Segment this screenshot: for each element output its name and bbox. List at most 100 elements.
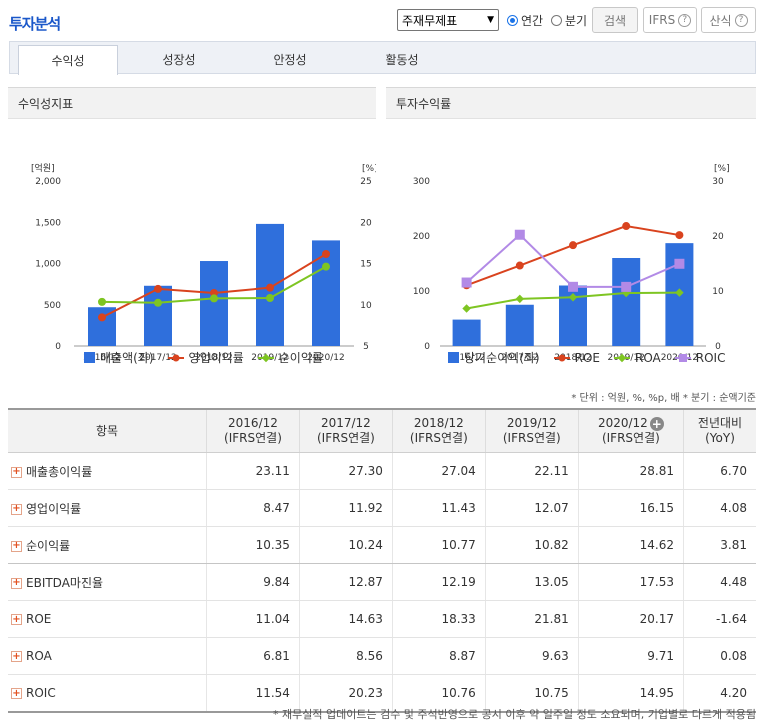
tab-stability[interactable]: 안정성 <box>273 53 307 67</box>
row-label-cell: + 순이익률 <box>8 526 207 564</box>
return-legend: 당기순이익(좌) ROE ROA ROIC <box>448 349 739 366</box>
expand-icon[interactable]: + <box>11 687 22 699</box>
data-point <box>569 241 577 250</box>
radio-annual-label: 연간 <box>521 14 544 28</box>
table-cell: 12.19 <box>391 563 486 601</box>
legend-item: 영업이익률 <box>167 349 244 366</box>
radio-quarter-label: 분기 <box>565 14 588 28</box>
yoy-cell: -1.64 <box>683 600 756 638</box>
legend-swatch <box>448 352 459 363</box>
y-tick-label: 200 <box>413 232 430 242</box>
add-column-icon[interactable]: + <box>649 416 664 431</box>
y2-tick-label: 20 <box>712 232 724 242</box>
return-panel: 투자수익률 [%] 300 200 100 0 30 20 10 0 2016/12 2017/12… <box>386 87 756 372</box>
bar <box>452 319 481 346</box>
data-point <box>675 288 684 297</box>
yoy-cell: 6.70 <box>683 452 756 490</box>
radio-annual[interactable]: 연간 <box>507 12 543 29</box>
tab-activity[interactable]: 활동성 <box>385 53 419 67</box>
expand-icon[interactable]: + <box>11 503 22 515</box>
expand-icon[interactable]: + <box>11 540 22 552</box>
row-label: 순이익률 <box>26 538 71 553</box>
ratio-table: 항목 2016/12 (IFRS연결) 2017/12 (IFRS연결) 2018/12… <box>8 408 756 713</box>
header-basis: (IFRS연결) <box>601 431 660 445</box>
search-button[interactable]: 검색 <box>592 7 638 33</box>
footnote: * 재무실적 업데이트는 검수 및 주석반영으로 공시 이후 약 일주일 정도 … <box>273 708 756 721</box>
data-point <box>622 222 631 231</box>
yoy-cell: 0.08 <box>683 637 756 675</box>
table-cell: 9.63 <box>484 637 579 675</box>
data-point <box>322 262 330 271</box>
header-yoy-sub: (YoY) <box>705 431 735 445</box>
yoy-cell: 4.08 <box>683 489 756 527</box>
y-tick-label: 0 <box>424 342 430 352</box>
table-header-row: 항목 2016/12 (IFRS연결) 2017/12 (IFRS연결) 2018/12… <box>8 408 756 453</box>
profitability-legend: 매출액(좌) 영업이익률 순이익률 <box>84 349 337 366</box>
y-tick-label: 500 <box>44 301 61 311</box>
statement-select[interactable]: 주재무제표 ▼ <box>397 9 499 31</box>
legend-swatch <box>84 352 95 363</box>
header-year: 2020/12 <box>597 416 648 430</box>
tab-bar <box>9 41 756 74</box>
header-basis: (IFRS연결) <box>502 431 561 445</box>
table-cell: 6.81 <box>206 637 300 675</box>
table-cell: 8.47 <box>206 489 300 527</box>
x-tick-label: 2016/12 <box>448 353 485 363</box>
header-basis: (IFRS연결) <box>316 431 375 445</box>
page-title: 투자분석 <box>9 15 61 33</box>
data-point <box>462 304 471 313</box>
y2-tick-label: 10 <box>712 287 724 297</box>
data-point <box>515 261 524 270</box>
return-panel-title: 투자수익률 <box>386 88 756 119</box>
table-cell: 11.43 <box>391 489 486 527</box>
tab-profitability[interactable]: 수익성 <box>18 45 118 75</box>
expand-icon[interactable]: + <box>11 650 22 662</box>
y-tick-label: 2,000 <box>35 177 61 187</box>
y2-tick-label: 20 <box>360 218 372 228</box>
legend-label: ROA <box>634 350 661 365</box>
header-year: 2017/12 <box>320 416 371 430</box>
chevron-down-icon: ▼ <box>487 15 494 25</box>
expand-icon[interactable]: + <box>11 577 22 589</box>
table-row: + ROE 11.04 14.63 18.33 21.81 20.17 -1.64 <box>8 600 756 638</box>
table-cell: 10.75 <box>484 674 579 713</box>
bar <box>612 258 641 346</box>
formula-button-label: 산식 <box>709 13 732 28</box>
tab-growth[interactable]: 성장성 <box>162 53 196 67</box>
profitability-chart: [억원] [%] 2,000 1,500 1,000 500 0 25 20 15 10 5 2016/… <box>31 162 378 363</box>
yoy-cell: 4.48 <box>683 563 756 601</box>
data-point <box>461 277 472 288</box>
formula-button[interactable]: 산식 ? <box>701 7 756 33</box>
y-tick-label: 100 <box>413 287 430 297</box>
table-row: + 영업이익률 8.47 11.92 11.43 12.07 16.15 4.08 <box>8 489 756 527</box>
table-row: + EBITDA마진율 9.84 12.87 12.19 13.05 17.53 4.48 <box>8 563 756 601</box>
y2-tick-label: 10 <box>360 301 372 311</box>
table-cell: 8.87 <box>391 637 486 675</box>
statement-select-value: 주재무제표 <box>402 13 458 28</box>
header-year: 2016/12 <box>228 416 278 430</box>
expand-icon[interactable]: + <box>11 466 22 478</box>
table-cell: 9.71 <box>577 637 684 675</box>
radio-quarter-dot[interactable] <box>551 15 562 26</box>
table-cell: 8.56 <box>298 637 393 675</box>
y2-tick-label: 25 <box>360 177 371 187</box>
y-tick-label: 0 <box>55 342 61 352</box>
table-row: + 매출총이익률 23.11 27.30 27.04 22.11 28.81 6.70 <box>8 452 756 490</box>
ifrs-button[interactable]: IFRS ? <box>643 7 697 33</box>
table-cell: 9.84 <box>206 563 300 601</box>
table-cell: 18.33 <box>391 600 486 638</box>
legend-swatch <box>674 353 691 362</box>
radio-quarter[interactable]: 분기 <box>551 12 587 29</box>
expand-icon[interactable]: + <box>11 613 22 625</box>
radio-annual-dot[interactable] <box>507 15 518 26</box>
table-cell: 11.92 <box>298 489 393 527</box>
data-point <box>322 250 330 259</box>
legend-label: 영업이익률 <box>188 351 244 365</box>
header-basis: (IFRS연결) <box>409 431 468 445</box>
data-point <box>515 294 525 304</box>
table-cell: 17.53 <box>577 563 684 601</box>
table-cell: 10.77 <box>391 526 486 564</box>
y2-tick-label: 5 <box>363 342 369 352</box>
legend-label: 당기순이익(좌) <box>464 351 540 365</box>
table-row: + ROIC 11.54 20.23 10.76 10.75 14.95 4.20 <box>8 674 756 713</box>
